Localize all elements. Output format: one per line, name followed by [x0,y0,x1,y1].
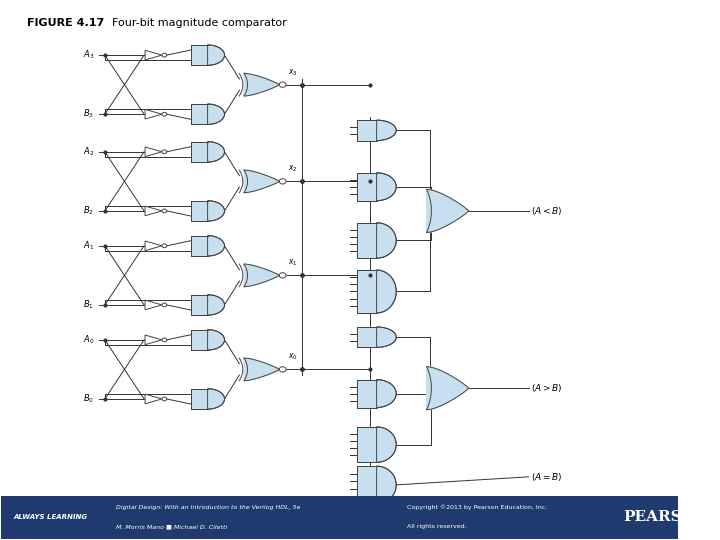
Circle shape [279,82,286,87]
Text: Digital Design: With an Introduction to the Verilog HDL, 5e: Digital Design: With an Introduction to … [117,505,301,510]
Text: $B_3$: $B_3$ [83,108,94,120]
Text: $A_1$: $A_1$ [83,240,94,252]
Text: $x_1$: $x_1$ [288,258,297,268]
Polygon shape [207,329,225,350]
Polygon shape [191,201,207,221]
Polygon shape [207,201,225,221]
Polygon shape [244,170,279,193]
Polygon shape [244,264,279,287]
Polygon shape [357,427,377,462]
Polygon shape [357,173,377,201]
Polygon shape [244,358,279,381]
Polygon shape [145,300,162,310]
Text: $A_0$: $A_0$ [83,334,94,346]
Polygon shape [427,367,469,410]
Polygon shape [357,327,377,347]
Text: $(A < B)$: $(A < B)$ [531,205,562,217]
Polygon shape [207,141,225,162]
Polygon shape [145,335,162,345]
Text: M. Morris Mano ■ Michael D. Ciletti: M. Morris Mano ■ Michael D. Ciletti [117,524,228,529]
Text: $x_2$: $x_2$ [288,164,297,174]
Polygon shape [357,466,377,504]
Polygon shape [145,50,162,60]
Polygon shape [377,120,396,140]
Polygon shape [145,206,162,216]
Circle shape [162,338,167,342]
Polygon shape [191,45,207,65]
Text: $x_0$: $x_0$ [288,352,298,362]
Polygon shape [145,147,162,157]
Text: $x_3$: $x_3$ [288,67,298,78]
Polygon shape [357,380,377,408]
Polygon shape [207,104,225,124]
Polygon shape [357,120,377,140]
Circle shape [279,179,286,184]
Circle shape [162,303,167,307]
Text: Four-bit magnitude comparator: Four-bit magnitude comparator [105,17,287,28]
Text: $A_2$: $A_2$ [83,146,94,158]
Polygon shape [145,241,162,251]
Text: FIGURE 4.17: FIGURE 4.17 [27,17,104,28]
Circle shape [279,367,286,372]
Polygon shape [191,104,207,124]
Polygon shape [377,270,396,313]
Polygon shape [191,295,207,315]
Circle shape [162,112,167,116]
Polygon shape [191,389,207,409]
Polygon shape [377,173,396,201]
Polygon shape [427,190,469,232]
Polygon shape [207,235,225,256]
Polygon shape [191,141,207,162]
Polygon shape [207,389,225,409]
Polygon shape [377,222,396,258]
Polygon shape [207,45,225,65]
Polygon shape [357,222,377,258]
Circle shape [162,397,167,401]
Polygon shape [377,380,396,408]
Polygon shape [377,427,396,462]
Text: $(A = B)$: $(A = B)$ [531,471,562,483]
Text: $B_1$: $B_1$ [83,299,94,311]
Circle shape [279,273,286,278]
Polygon shape [191,329,207,350]
Polygon shape [207,295,225,315]
Text: ALWAYS LEARNING: ALWAYS LEARNING [14,514,88,520]
FancyBboxPatch shape [1,496,678,538]
Text: $(A > B)$: $(A > B)$ [531,382,562,394]
Text: Copyright ©2013 by Pearson Education, Inc.: Copyright ©2013 by Pearson Education, In… [407,505,547,510]
Polygon shape [357,270,377,313]
Polygon shape [145,110,162,119]
Polygon shape [244,73,279,96]
Circle shape [162,53,167,57]
Text: PEARSON: PEARSON [624,510,709,524]
Polygon shape [377,327,396,347]
Circle shape [162,244,167,248]
Text: All rights reserved.: All rights reserved. [407,524,467,529]
Circle shape [162,209,167,213]
Text: Copyright © Pearson Education, publishing as Prentice Hall: Copyright © Pearson Education, publishin… [258,506,421,512]
Text: $A_3$: $A_3$ [83,49,94,62]
Text: $B_2$: $B_2$ [83,205,94,217]
Polygon shape [145,394,162,404]
Polygon shape [191,235,207,256]
Circle shape [162,150,167,154]
Text: $B_0$: $B_0$ [83,393,94,405]
Polygon shape [377,466,396,504]
